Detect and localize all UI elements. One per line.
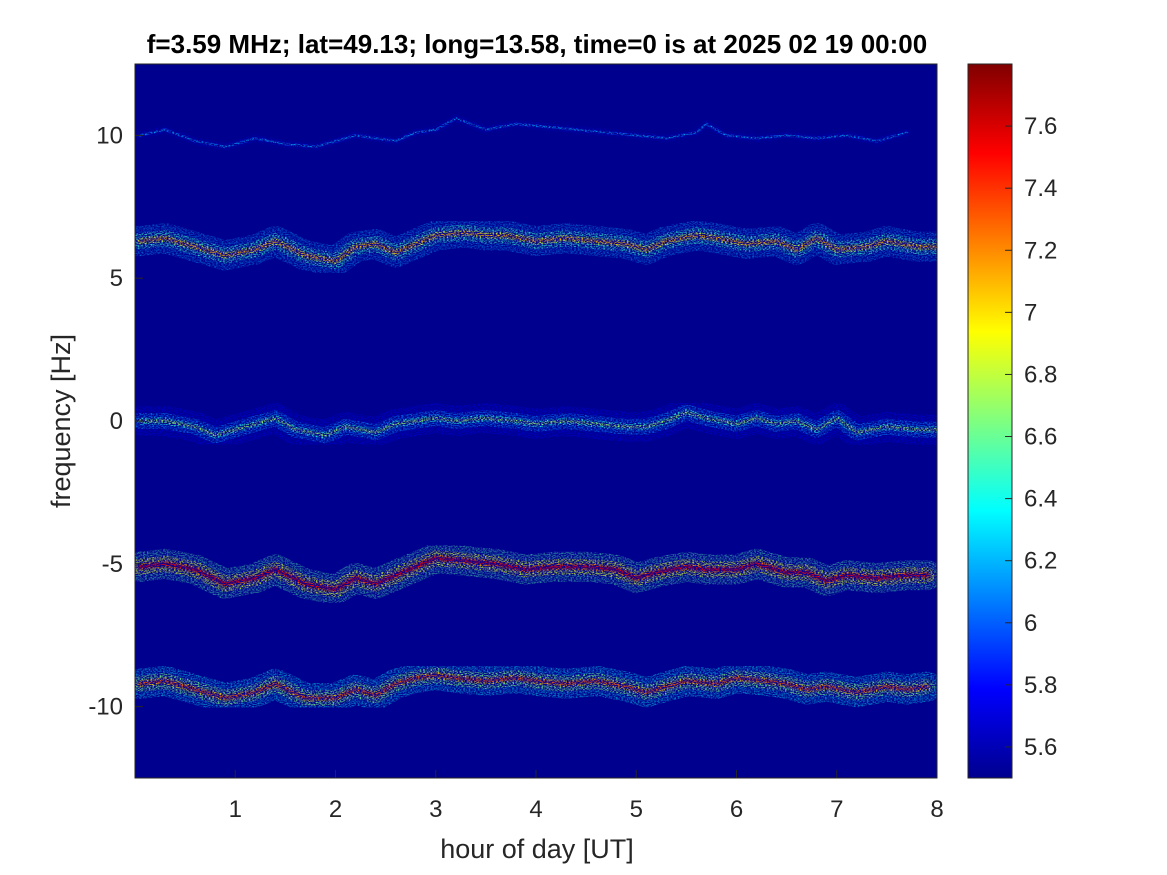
x-tick-label: 3 <box>429 796 442 823</box>
x-tick-label: 7 <box>830 796 843 823</box>
spectrogram-traces <box>135 111 937 713</box>
y-tick-label: 0 <box>110 408 123 435</box>
chart-title: f=3.59 MHz; lat=49.13; long=13.58, time=… <box>147 29 927 59</box>
trace-4 <box>135 660 937 713</box>
colorbar-tick-label: 5.8 <box>1024 672 1057 699</box>
y-tick-label: 5 <box>110 265 123 292</box>
trace-0 <box>135 111 914 154</box>
trace-2-layer-3 <box>138 410 937 437</box>
x-tick-label: 6 <box>730 796 743 823</box>
trace-0-layer-3 <box>139 117 908 148</box>
x-tick-label: 2 <box>329 796 342 823</box>
x-tick-label: 4 <box>529 796 542 823</box>
x-axis-ticks: 1 2 3 4 5 6 7 8 <box>229 770 944 823</box>
trace-3 <box>135 543 937 605</box>
trace-1-layer-3 <box>138 231 937 263</box>
colorbar-ticks: 5.6 5.8 6 6.2 6.4 6.6 6.8 7 7.2 7.4 7.6 <box>1005 113 1057 761</box>
x-axis-label: hour of day [UT] <box>440 834 634 864</box>
y-tick-label: 10 <box>96 122 123 149</box>
colorbar-tick-label: 7.6 <box>1024 113 1057 140</box>
x-tick-label: 5 <box>630 796 643 823</box>
y-tick-label: -5 <box>102 551 123 578</box>
x-tick-label: 1 <box>229 796 242 823</box>
colorbar-tick-label: 6.2 <box>1024 548 1057 575</box>
colorbar-tick-label: 6.4 <box>1024 486 1057 513</box>
colorbar-tick-label: 7.4 <box>1024 175 1057 202</box>
trace-1 <box>135 217 937 277</box>
colorbar-tick-label: 5.6 <box>1024 734 1057 761</box>
colorbar-frame <box>967 63 1013 779</box>
colorbar-tick-label: 6.8 <box>1024 361 1057 388</box>
trace-3-layer-3 <box>138 556 929 591</box>
colorbar-tick-label: 6.6 <box>1024 424 1057 451</box>
colorbar-tick-label: 7 <box>1024 299 1037 326</box>
y-axis-ticks: 10 5 0 -5 -10 <box>88 122 143 721</box>
colorbar <box>968 64 1012 778</box>
colorbar-tick-label: 6 <box>1024 610 1037 637</box>
trace-4-layer-3 <box>138 673 929 700</box>
y-tick-label: -10 <box>88 694 123 721</box>
colorbar-tick-label: 7.2 <box>1024 237 1057 264</box>
y-axis-label: frequency [Hz] <box>46 334 76 508</box>
x-tick-label: 8 <box>930 796 943 823</box>
trace-2 <box>135 397 937 451</box>
